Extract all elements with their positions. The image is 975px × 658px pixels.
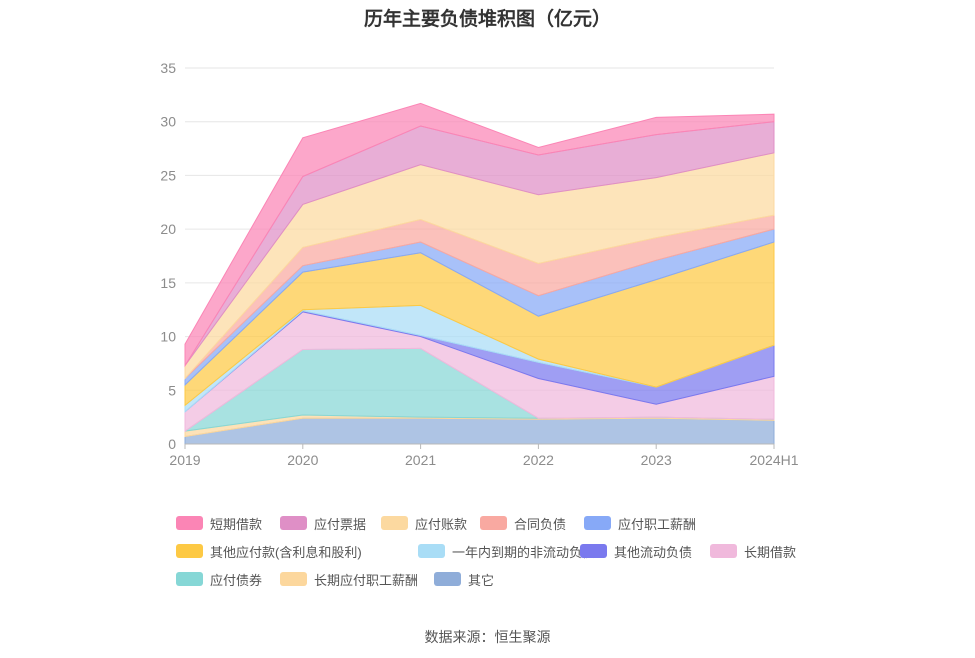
legend-item[interactable]: 应付票据 [280, 514, 366, 532]
legend-swatch [580, 544, 607, 558]
x-axis: 2019 2020 2021 2022 2023 2024H1 [169, 443, 799, 468]
y-tick-label: 20 [160, 221, 176, 237]
series-area [184, 102, 775, 368]
y-tick-label: 0 [168, 436, 176, 452]
series-areas [184, 102, 775, 445]
legend-swatch [176, 572, 203, 586]
legend-label: 其它 [468, 572, 495, 588]
legend-item[interactable]: 合同负债 [480, 514, 566, 532]
legend-label: 一年内到期的非流动负债 [452, 544, 596, 560]
legend-label: 长期应付职工薪酬 [314, 572, 419, 588]
x-tick-label: 2023 [641, 452, 672, 468]
legend-item[interactable]: 短期借款 [176, 514, 262, 532]
y-tick-label: 25 [160, 167, 176, 183]
legend-swatch [381, 516, 408, 530]
x-tick-label: 2019 [169, 452, 200, 468]
legend-label: 其他应付款(含利息和股利) [210, 544, 362, 560]
legend-label: 短期借款 [210, 516, 263, 532]
legend-label: 应付债券 [210, 572, 263, 588]
legend-item[interactable]: 应付职工薪酬 [584, 514, 696, 532]
y-axis-ticks: 0 5 10 15 20 25 30 35 [160, 60, 176, 452]
legend-swatch [434, 572, 461, 586]
legend-swatch [584, 516, 611, 530]
chart-title: 历年主要负债堆积图（亿元） [363, 9, 611, 30]
x-tick-label: 2022 [523, 452, 554, 468]
y-tick-label: 5 [168, 382, 176, 398]
x-tick-label: 2020 [287, 452, 318, 468]
y-tick-label: 30 [160, 114, 176, 130]
legend-label: 应付票据 [314, 516, 367, 532]
legend-swatch [418, 544, 445, 558]
x-tick-label: 2024H1 [749, 452, 798, 468]
legend-item[interactable]: 应付债券 [176, 570, 262, 588]
legend-swatch [280, 516, 307, 530]
legend-label: 其他流动负债 [614, 544, 693, 560]
data-source-note: 数据来源：恒生聚源 [424, 629, 551, 645]
legend-item[interactable]: 一年内到期的非流动负债 [418, 542, 595, 560]
legend-swatch [480, 516, 507, 530]
legend-item[interactable]: 长期应付职工薪酬 [280, 570, 418, 588]
x-tick-label: 2021 [405, 452, 436, 468]
legend-swatch [710, 544, 737, 558]
legend-swatch [280, 572, 307, 586]
y-tick-label: 10 [160, 329, 176, 345]
stacked-area-chart: 0 5 10 15 20 25 30 35 2019 2020 2021 2022 2023 2024H… [160, 60, 799, 468]
legend-item[interactable]: 应付账款 [381, 514, 467, 532]
legend-label: 长期借款 [744, 544, 797, 560]
y-tick-label: 35 [160, 60, 176, 76]
legend-label: 合同负债 [514, 516, 567, 532]
legend-swatch [176, 544, 203, 558]
legend-item[interactable]: 其他流动负债 [580, 542, 692, 560]
legend-item[interactable]: 其它 [434, 570, 494, 588]
y-tick-label: 15 [160, 275, 176, 291]
legend-item[interactable]: 长期借款 [710, 542, 796, 560]
legend-label: 应付账款 [415, 516, 468, 532]
legend-label: 应付职工薪酬 [618, 516, 697, 532]
legend-item[interactable]: 其他应付款(含利息和股利) [176, 542, 362, 560]
legend-swatch [176, 516, 203, 530]
